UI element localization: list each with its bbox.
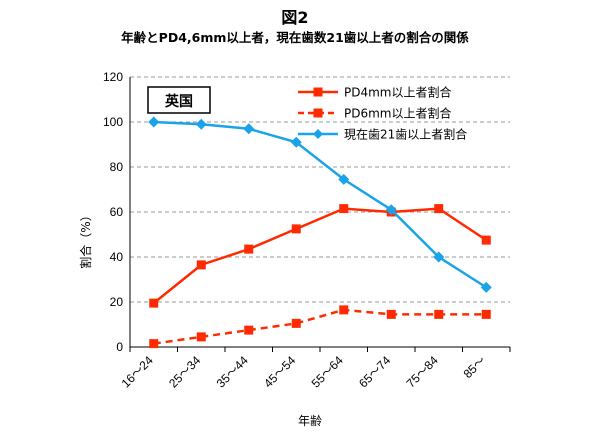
x-tick-label: 45～54 bbox=[261, 353, 298, 390]
data-point bbox=[338, 173, 350, 185]
data-point bbox=[433, 251, 445, 263]
legend-item: 現在歯21歯以上者割合 bbox=[298, 127, 467, 142]
y-axis-title: 割合（%） bbox=[78, 209, 93, 268]
series-line bbox=[153, 120, 487, 289]
x-tick-label: 55～64 bbox=[309, 353, 346, 390]
data-point bbox=[244, 244, 254, 254]
series-line bbox=[153, 308, 487, 345]
legend-label: PD4mm以上者割合 bbox=[344, 85, 452, 100]
data-point bbox=[290, 136, 302, 148]
chart-title: 図2 bbox=[281, 8, 309, 27]
y-tick-label: 100 bbox=[103, 115, 123, 129]
x-tick-labels: 16～24 25～34 35～44 45～54 55～64 65～74 75～84 85～ bbox=[119, 347, 511, 390]
grid-lines bbox=[130, 76, 510, 303]
legend-label: PD6mm以上者割合 bbox=[344, 106, 452, 121]
data-point bbox=[196, 332, 206, 342]
data-point bbox=[195, 118, 207, 130]
data-point bbox=[434, 309, 444, 319]
data-point bbox=[313, 129, 323, 139]
chart-subtitle: 年齢とPD4,6mm以上者，現在歯数21歯以上者の割合の関係 bbox=[121, 30, 469, 45]
series-line bbox=[152, 207, 487, 305]
data-point bbox=[149, 298, 159, 308]
data-point bbox=[291, 224, 301, 234]
y-tick-label: 20 bbox=[110, 295, 124, 309]
y-tick-label: 0 bbox=[116, 340, 123, 354]
data-point bbox=[481, 235, 491, 245]
data-point bbox=[339, 204, 349, 214]
data-point bbox=[339, 305, 349, 315]
x-tick-label: 35～44 bbox=[214, 353, 251, 390]
legend-item: PD4mm以上者割合 bbox=[298, 85, 452, 100]
data-point bbox=[434, 204, 444, 214]
data-point bbox=[481, 309, 491, 319]
series-layer bbox=[148, 116, 492, 349]
data-point bbox=[291, 318, 301, 328]
data-point bbox=[386, 309, 396, 319]
y-tick-label: 60 bbox=[110, 205, 124, 219]
data-point bbox=[148, 116, 160, 128]
data-point bbox=[196, 260, 206, 270]
country-label-box: 英国 bbox=[147, 86, 211, 114]
y-tick-label: 40 bbox=[110, 250, 124, 264]
series-square-dashed bbox=[149, 305, 491, 349]
data-point bbox=[149, 339, 159, 349]
data-point bbox=[313, 108, 323, 118]
x-tick-label: 65～74 bbox=[356, 353, 393, 390]
x-tick-label: 25～34 bbox=[166, 353, 203, 390]
data-point bbox=[243, 123, 255, 135]
legend-label: 現在歯21歯以上者割合 bbox=[344, 127, 467, 142]
data-point bbox=[313, 87, 323, 97]
x-tick-label: 75～84 bbox=[404, 353, 441, 390]
x-tick-label: 85～ bbox=[461, 353, 489, 381]
country-label: 英国 bbox=[164, 93, 193, 110]
data-point bbox=[385, 204, 397, 216]
y-tick-label: 120 bbox=[103, 70, 123, 84]
series-diamond-solid bbox=[148, 116, 492, 293]
data-point bbox=[480, 281, 492, 293]
x-axis-title: 年齢 bbox=[298, 413, 322, 428]
x-tick-label: 16～24 bbox=[119, 353, 156, 390]
y-tick-label: 80 bbox=[110, 160, 124, 174]
legend-item: PD6mm以上者割合 bbox=[298, 106, 452, 121]
y-tick-labels: 0 20 40 60 80 100 120 bbox=[103, 70, 123, 354]
data-point bbox=[244, 325, 254, 335]
